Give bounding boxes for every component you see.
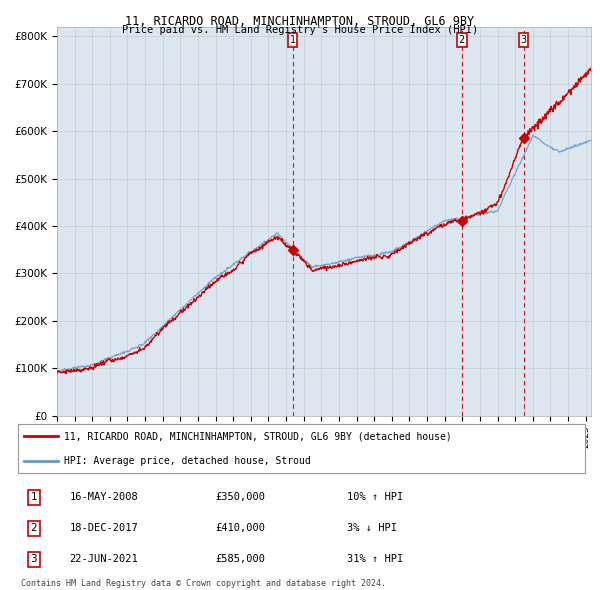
Text: 1: 1 [31,493,37,502]
Text: £410,000: £410,000 [215,523,266,533]
Text: 3% ↓ HPI: 3% ↓ HPI [347,523,397,533]
Text: £350,000: £350,000 [215,493,266,502]
Text: HPI: Average price, detached house, Stroud: HPI: Average price, detached house, Stro… [64,455,310,466]
Text: 31% ↑ HPI: 31% ↑ HPI [347,555,404,564]
Text: £585,000: £585,000 [215,555,266,564]
Text: 2: 2 [31,523,37,533]
Text: 22-JUN-2021: 22-JUN-2021 [70,555,138,564]
Text: Price paid vs. HM Land Registry's House Price Index (HPI): Price paid vs. HM Land Registry's House … [122,25,478,35]
Text: 18-DEC-2017: 18-DEC-2017 [70,523,138,533]
Text: 3: 3 [31,555,37,564]
Text: 2: 2 [458,35,465,45]
Text: 11, RICARDO ROAD, MINCHINHAMPTON, STROUD, GL6 9BY (detached house): 11, RICARDO ROAD, MINCHINHAMPTON, STROUD… [64,431,451,441]
Text: 1: 1 [290,35,296,45]
Text: 3: 3 [520,35,527,45]
Text: 10% ↑ HPI: 10% ↑ HPI [347,493,404,502]
Text: 16-MAY-2008: 16-MAY-2008 [70,493,138,502]
FancyBboxPatch shape [18,424,585,473]
Text: 11, RICARDO ROAD, MINCHINHAMPTON, STROUD, GL6 9BY: 11, RICARDO ROAD, MINCHINHAMPTON, STROUD… [125,15,475,28]
Text: Contains HM Land Registry data © Crown copyright and database right 2024.
This d: Contains HM Land Registry data © Crown c… [21,579,386,590]
